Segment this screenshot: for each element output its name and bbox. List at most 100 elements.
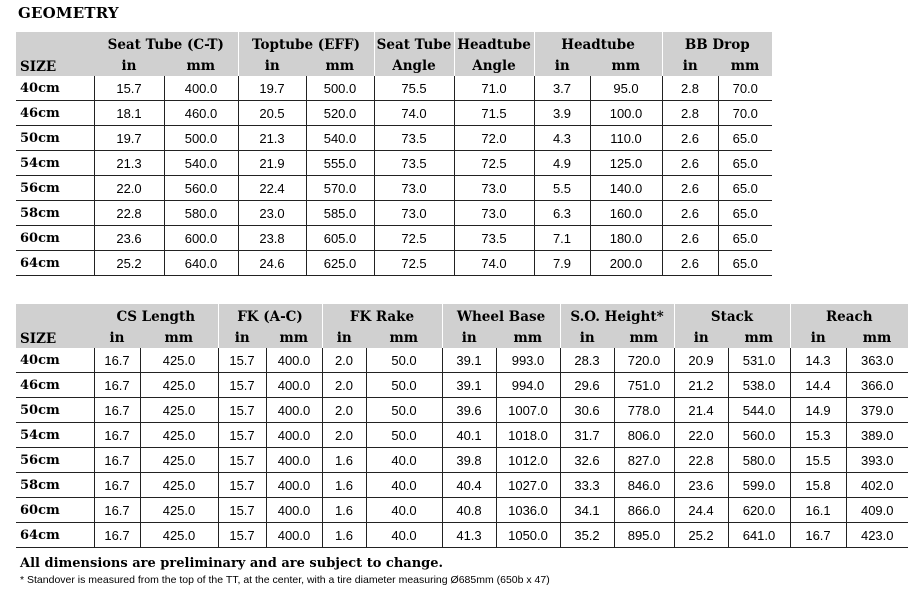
value-cell: 73.5: [373, 125, 454, 151]
value-cell: 720.0: [613, 348, 674, 373]
value-cell: 425.0: [139, 348, 218, 373]
value-cell: 425.0: [139, 497, 218, 523]
unit-in-header: in: [789, 328, 846, 348]
value-cell: 22.4: [237, 175, 306, 201]
value-cell: 2.6: [661, 200, 718, 226]
column-group-toptube-eff: Toptube (EFF): [237, 32, 374, 56]
value-cell: 620.0: [727, 497, 790, 523]
size-cell: 56cm: [16, 175, 94, 201]
header-row-groups: Seat Tube (C-T) Toptube (EFF) Seat Tube Hea…: [16, 32, 773, 56]
value-cell: 14.9: [789, 397, 846, 423]
unit-in-header: in: [559, 328, 614, 348]
value-cell: 29.6: [559, 372, 614, 398]
value-cell: 21.9: [237, 150, 306, 176]
value-cell: 409.0: [845, 497, 908, 523]
header-spacer: [16, 304, 94, 328]
value-cell: 65.0: [717, 150, 773, 176]
column-subheader-seat-tube: Angle: [373, 56, 454, 76]
value-cell: 402.0: [845, 472, 908, 498]
table-row: 40cm 16.7 425.0 15.7 400.0 2.0 50.0 39.1 993.0 28…: [16, 348, 908, 373]
value-cell: 400.0: [265, 348, 322, 373]
value-cell: 100.0: [589, 100, 662, 126]
value-cell: 7.9: [533, 250, 590, 276]
geometry-table-2: CS Length FK (A-C) FK Rake Wheel Base S.O. H…: [16, 304, 908, 548]
value-cell: 22.0: [673, 422, 728, 448]
value-cell: 15.5: [789, 447, 846, 473]
value-cell: 41.3: [441, 522, 496, 548]
value-cell: 393.0: [845, 447, 908, 473]
value-cell: 866.0: [613, 497, 674, 523]
size-cell: 58cm: [16, 200, 94, 226]
value-cell: 21.3: [237, 125, 306, 151]
value-cell: 15.7: [217, 522, 266, 548]
value-cell: 1027.0: [495, 472, 560, 498]
value-cell: 15.7: [217, 372, 266, 398]
value-cell: 1012.0: [495, 447, 560, 473]
value-cell: 599.0: [727, 472, 790, 498]
value-cell: 400.0: [265, 422, 322, 448]
preliminary-note: All dimensions are preliminary and are s…: [20, 556, 444, 571]
value-cell: 1.6: [321, 447, 366, 473]
value-cell: 40.8: [441, 497, 496, 523]
value-cell: 2.6: [661, 250, 718, 276]
column-group-s-o-height: S.O. Height*: [559, 304, 674, 328]
value-cell: 540.0: [163, 150, 238, 176]
value-cell: 24.6: [237, 250, 306, 276]
value-cell: 16.7: [93, 522, 140, 548]
value-cell: 39.8: [441, 447, 496, 473]
value-cell: 72.5: [373, 250, 454, 276]
unit-mm-header: mm: [730, 58, 760, 74]
value-cell: 15.7: [217, 472, 266, 498]
value-cell: 32.6: [559, 447, 614, 473]
value-cell: 73.0: [453, 200, 534, 226]
value-cell: 425.0: [139, 372, 218, 398]
value-cell: 70.0: [717, 76, 773, 101]
value-cell: 500.0: [163, 125, 238, 151]
value-cell: 560.0: [727, 422, 790, 448]
size-header: SIZE: [20, 59, 57, 75]
size-cell: 64cm: [16, 250, 94, 276]
value-cell: 2.6: [661, 150, 718, 176]
value-cell: 19.7: [93, 125, 164, 151]
value-cell: 3.9: [533, 100, 590, 126]
value-cell: 20.9: [673, 348, 728, 373]
value-cell: 994.0: [495, 372, 560, 398]
value-cell: 200.0: [589, 250, 662, 276]
page-title: GEOMETRY: [18, 4, 119, 22]
value-cell: 425.0: [139, 397, 218, 423]
value-cell: 15.7: [93, 76, 164, 101]
value-cell: 560.0: [163, 175, 238, 201]
value-cell: 73.0: [373, 175, 454, 201]
value-cell: 846.0: [613, 472, 674, 498]
value-cell: 16.7: [93, 447, 140, 473]
size-header: SIZE: [20, 331, 57, 347]
unit-in-header: in: [533, 56, 590, 76]
unit-mm-header: mm: [186, 58, 216, 74]
table-row: 58cm 22.8 580.0 23.0 585.0 73.0 73.0 6.3 160.0 2.…: [16, 200, 773, 226]
value-cell: 28.3: [559, 348, 614, 373]
standover-footnote: * Standover is measured from the top of …: [20, 574, 550, 586]
value-cell: 15.8: [789, 472, 846, 498]
value-cell: 600.0: [163, 225, 238, 251]
value-cell: 33.3: [559, 472, 614, 498]
unit-mm-header: mm: [629, 330, 659, 346]
value-cell: 23.8: [237, 225, 306, 251]
value-cell: 16.7: [93, 472, 140, 498]
value-cell: 50.0: [365, 348, 442, 373]
value-cell: 538.0: [727, 372, 790, 398]
value-cell: 425.0: [139, 522, 218, 548]
value-cell: 75.5: [373, 76, 454, 101]
value-cell: 460.0: [163, 100, 238, 126]
value-cell: 31.7: [559, 422, 614, 448]
value-cell: 15.7: [217, 348, 266, 373]
value-cell: 4.3: [533, 125, 590, 151]
value-cell: 95.0: [589, 76, 662, 101]
value-cell: 74.0: [453, 250, 534, 276]
size-cell: 58cm: [16, 472, 94, 498]
value-cell: 21.4: [673, 397, 728, 423]
unit-in-header: in: [237, 56, 306, 76]
value-cell: 2.6: [661, 175, 718, 201]
table-row: 50cm 19.7 500.0 21.3 540.0 73.5 72.0 4.3 110.0 2.…: [16, 125, 773, 151]
table-row: 56cm 22.0 560.0 22.4 570.0 73.0 73.0 5.5 140.0 2.…: [16, 175, 773, 201]
unit-in-header: in: [217, 328, 266, 348]
